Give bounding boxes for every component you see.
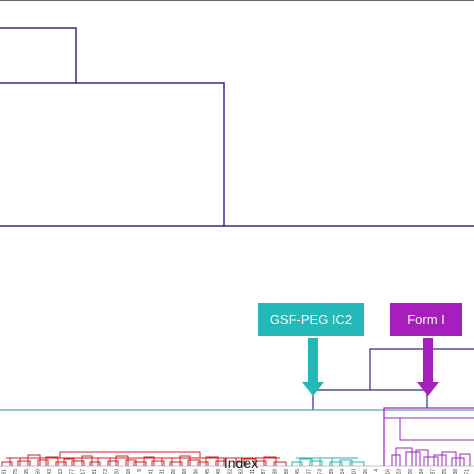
cyan-cluster-link bbox=[349, 461, 365, 466]
red-cluster-link bbox=[37, 459, 49, 466]
x-tick-label: 45 bbox=[295, 469, 301, 474]
x-tick-label: 73 bbox=[103, 469, 109, 474]
x-tick-label: 53 bbox=[58, 469, 64, 474]
purple-cluster-link bbox=[459, 453, 471, 466]
tree-links bbox=[0, 27, 474, 410]
x-tick-label: 41 bbox=[148, 469, 154, 474]
purple-cluster-link bbox=[451, 457, 465, 466]
purple-cluster-level-2 bbox=[399, 418, 474, 441]
x-tick-label: 50 bbox=[36, 469, 42, 474]
red-cluster-link bbox=[133, 461, 147, 466]
x-tick-label: 98 bbox=[182, 469, 188, 474]
cyan-cluster-link bbox=[329, 461, 343, 466]
annotation-gsf-box bbox=[258, 303, 364, 336]
x-tick-label: 25 bbox=[442, 469, 448, 474]
x-tick-label: 68 bbox=[126, 469, 132, 474]
purple-cluster-link bbox=[415, 449, 429, 466]
red-cluster-link bbox=[233, 461, 247, 466]
cluster-links bbox=[1, 407, 474, 466]
red-cluster-link bbox=[187, 459, 201, 466]
cyan-cluster-link bbox=[291, 461, 303, 466]
red-cluster-link bbox=[253, 460, 267, 466]
red-cluster-merge-high bbox=[59, 451, 201, 458]
x-tick-label: 26 bbox=[171, 469, 177, 474]
x-tick-label: 34 bbox=[419, 469, 425, 474]
red-cluster-link bbox=[81, 455, 93, 466]
annotation-gsf-arrow bbox=[302, 338, 324, 396]
x-tick-label: 92 bbox=[239, 469, 245, 474]
red-cluster-link bbox=[1, 461, 13, 466]
x-tick-label: 105 bbox=[24, 469, 30, 474]
x-tick-label: 81 bbox=[92, 469, 98, 474]
red-cluster-link bbox=[17, 460, 31, 466]
red-cluster-link bbox=[89, 461, 101, 466]
x-tick-label: 17 bbox=[81, 469, 87, 474]
x-tick-labels: 61 75 105 50 43 53 77 17 81 73 20 68 9 41 31 26 98 36 45 49… bbox=[2, 469, 471, 474]
x-tick-label: 61 bbox=[2, 469, 8, 474]
x-tick-label: 37 bbox=[431, 469, 437, 474]
red-cluster-link bbox=[107, 460, 119, 466]
x-tick-label: 36 bbox=[194, 469, 200, 474]
annotation-form-box bbox=[390, 303, 462, 336]
red-cluster-link bbox=[151, 460, 165, 466]
tree-link-form-top bbox=[369, 348, 474, 390]
purple-cluster-link bbox=[405, 451, 421, 466]
x-tick-label: 10 bbox=[352, 469, 358, 474]
x-tick-label: 54 bbox=[340, 469, 346, 474]
x-tick-label: 139 bbox=[329, 469, 335, 474]
annotation-form-label: Form I bbox=[407, 312, 445, 327]
red-cluster-link bbox=[63, 458, 75, 466]
x-tick-label: 87 bbox=[261, 469, 267, 474]
cyan-cluster-link bbox=[309, 460, 323, 466]
x-tick-label: 4 bbox=[374, 469, 380, 472]
annotation-form-i: Form I bbox=[390, 303, 462, 396]
x-tick-label: 26 bbox=[408, 469, 414, 474]
x-tick-label: 71 bbox=[464, 469, 470, 474]
red-cluster-link bbox=[179, 455, 191, 466]
cyan-cluster-link bbox=[299, 458, 313, 466]
cyan-cluster-link bbox=[339, 459, 353, 466]
red-cluster-link bbox=[55, 461, 67, 466]
x-tick-label: 16 bbox=[385, 469, 391, 474]
x-tick-label: 38 bbox=[453, 469, 459, 474]
x-tick-label: 20 bbox=[115, 469, 121, 474]
x-tick-label: 49 bbox=[216, 469, 222, 474]
x-tick-label: 88 bbox=[284, 469, 290, 474]
purple-cluster-link bbox=[441, 451, 457, 466]
tree-link-top bbox=[0, 27, 77, 83]
x-tick-label: 45 bbox=[205, 469, 211, 474]
tree-link-root bbox=[0, 82, 474, 227]
purple-cluster-link bbox=[395, 447, 413, 466]
purple-cluster-link bbox=[423, 456, 439, 466]
red-cluster-link bbox=[71, 460, 85, 466]
x-tick-label: 107 bbox=[306, 469, 312, 474]
x-tick-label: 9 bbox=[137, 469, 143, 472]
x-tick-label: 11 bbox=[250, 469, 256, 474]
x-tick-label: 73 bbox=[318, 469, 324, 474]
annotation-form-arrow bbox=[417, 338, 439, 396]
red-cluster-link bbox=[169, 461, 183, 466]
x-axis-label: Index bbox=[224, 455, 258, 471]
red-cluster-link bbox=[125, 459, 137, 466]
x-tick-label: 43 bbox=[47, 469, 53, 474]
red-cluster-link bbox=[215, 460, 227, 466]
annotation-gsf-label: GSF-PEG IC2 bbox=[270, 312, 352, 327]
x-tick-label: 38 bbox=[273, 469, 279, 474]
x-tick-label: 106 bbox=[363, 469, 369, 474]
purple-cluster-link bbox=[433, 454, 447, 466]
red-cluster-link bbox=[243, 458, 257, 466]
x-tick-label: 31 bbox=[160, 469, 166, 474]
x-tick-label: 23 bbox=[397, 469, 403, 474]
red-cluster-link bbox=[115, 455, 129, 466]
x-tick-label: 62 bbox=[227, 469, 233, 474]
red-cluster-link bbox=[197, 461, 209, 466]
x-tick-label: 75 bbox=[13, 469, 19, 474]
annotation-gsf-peg-ic2: GSF-PEG IC2 bbox=[258, 303, 364, 396]
purple-cluster-top bbox=[383, 407, 474, 466]
red-cluster-link bbox=[273, 461, 287, 466]
x-tick-label: 77 bbox=[69, 469, 75, 474]
